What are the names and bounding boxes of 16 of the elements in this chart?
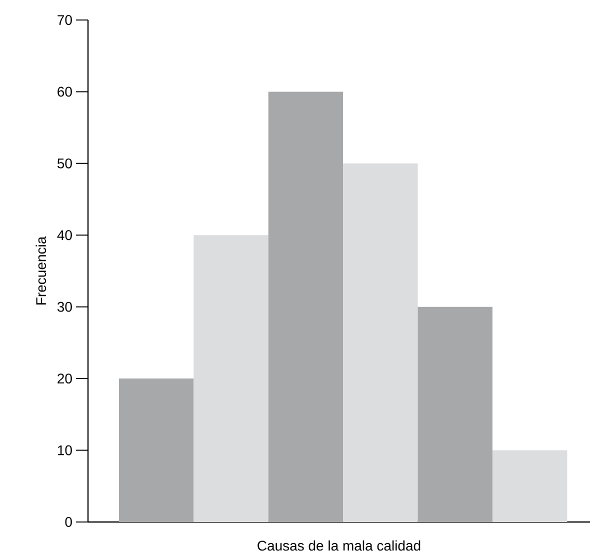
bar — [418, 306, 492, 522]
y-tick-label: 50 — [57, 158, 72, 168]
y-tick-label: 70 — [58, 15, 72, 25]
bar — [492, 450, 568, 522]
y-tick-label: 0 — [65, 517, 72, 527]
bar — [343, 163, 418, 522]
y-tick-label: 60 — [58, 86, 72, 97]
bar — [268, 92, 344, 522]
bar — [194, 235, 268, 522]
y-axis-title: Frecuencia — [36, 236, 46, 304]
y-tick-label: 20 — [58, 374, 72, 384]
y-tick-label: 40 — [57, 230, 72, 240]
y-tick-label: 10 — [58, 445, 72, 456]
y-tick-label: 30 — [57, 302, 72, 312]
bar — [118, 378, 194, 522]
x-axis-title: Causas de la mala calidad — [258, 540, 420, 551]
